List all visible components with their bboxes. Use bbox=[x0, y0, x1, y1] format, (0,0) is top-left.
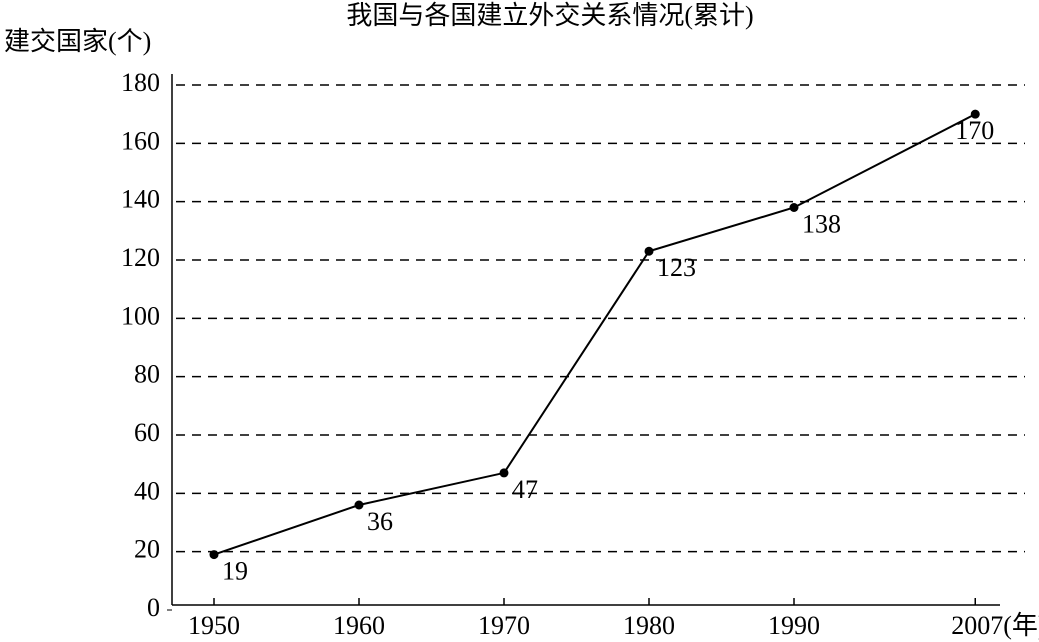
x-tick-label: 1960 bbox=[333, 611, 385, 640]
x-tick-label: 1970 bbox=[478, 611, 530, 640]
y-tick-label: 80 bbox=[134, 360, 160, 389]
value-label: 19 bbox=[222, 557, 248, 586]
point bbox=[644, 246, 654, 256]
point bbox=[789, 203, 799, 212]
y-tick-label: 40 bbox=[134, 476, 160, 505]
x-axis-label: (年) bbox=[1003, 611, 1039, 640]
value-label: 170 bbox=[955, 116, 994, 145]
x-tick-label: 1990 bbox=[768, 611, 820, 640]
y-tick-label: 140 bbox=[121, 185, 160, 214]
y-tick-label: 160 bbox=[121, 126, 160, 155]
y-tick-label: 20 bbox=[134, 535, 160, 564]
chart-title: 我国与各国建立外交关系情况(累计) bbox=[346, 1, 753, 30]
x-tick-label: 1980 bbox=[623, 611, 675, 640]
y-tick-label: 60 bbox=[134, 418, 160, 447]
x-tick-label: 1950 bbox=[188, 611, 240, 640]
line bbox=[213, 113, 976, 556]
point bbox=[354, 500, 364, 510]
y-tick-label: 120 bbox=[121, 243, 160, 272]
point bbox=[970, 109, 980, 119]
y-tick-label: 180 bbox=[121, 68, 160, 97]
point bbox=[209, 550, 219, 560]
value-label: 36 bbox=[367, 507, 393, 536]
y-axis-label: 建交国家(个) bbox=[4, 27, 151, 56]
value-label: 123 bbox=[657, 253, 696, 282]
y-tick-label: 0 bbox=[147, 593, 160, 622]
value-label: 47 bbox=[512, 475, 538, 504]
y-tick-label: 100 bbox=[121, 301, 160, 330]
point bbox=[499, 468, 509, 478]
x-tick-label: 2007 bbox=[951, 611, 1003, 640]
value-label: 138 bbox=[802, 209, 841, 238]
